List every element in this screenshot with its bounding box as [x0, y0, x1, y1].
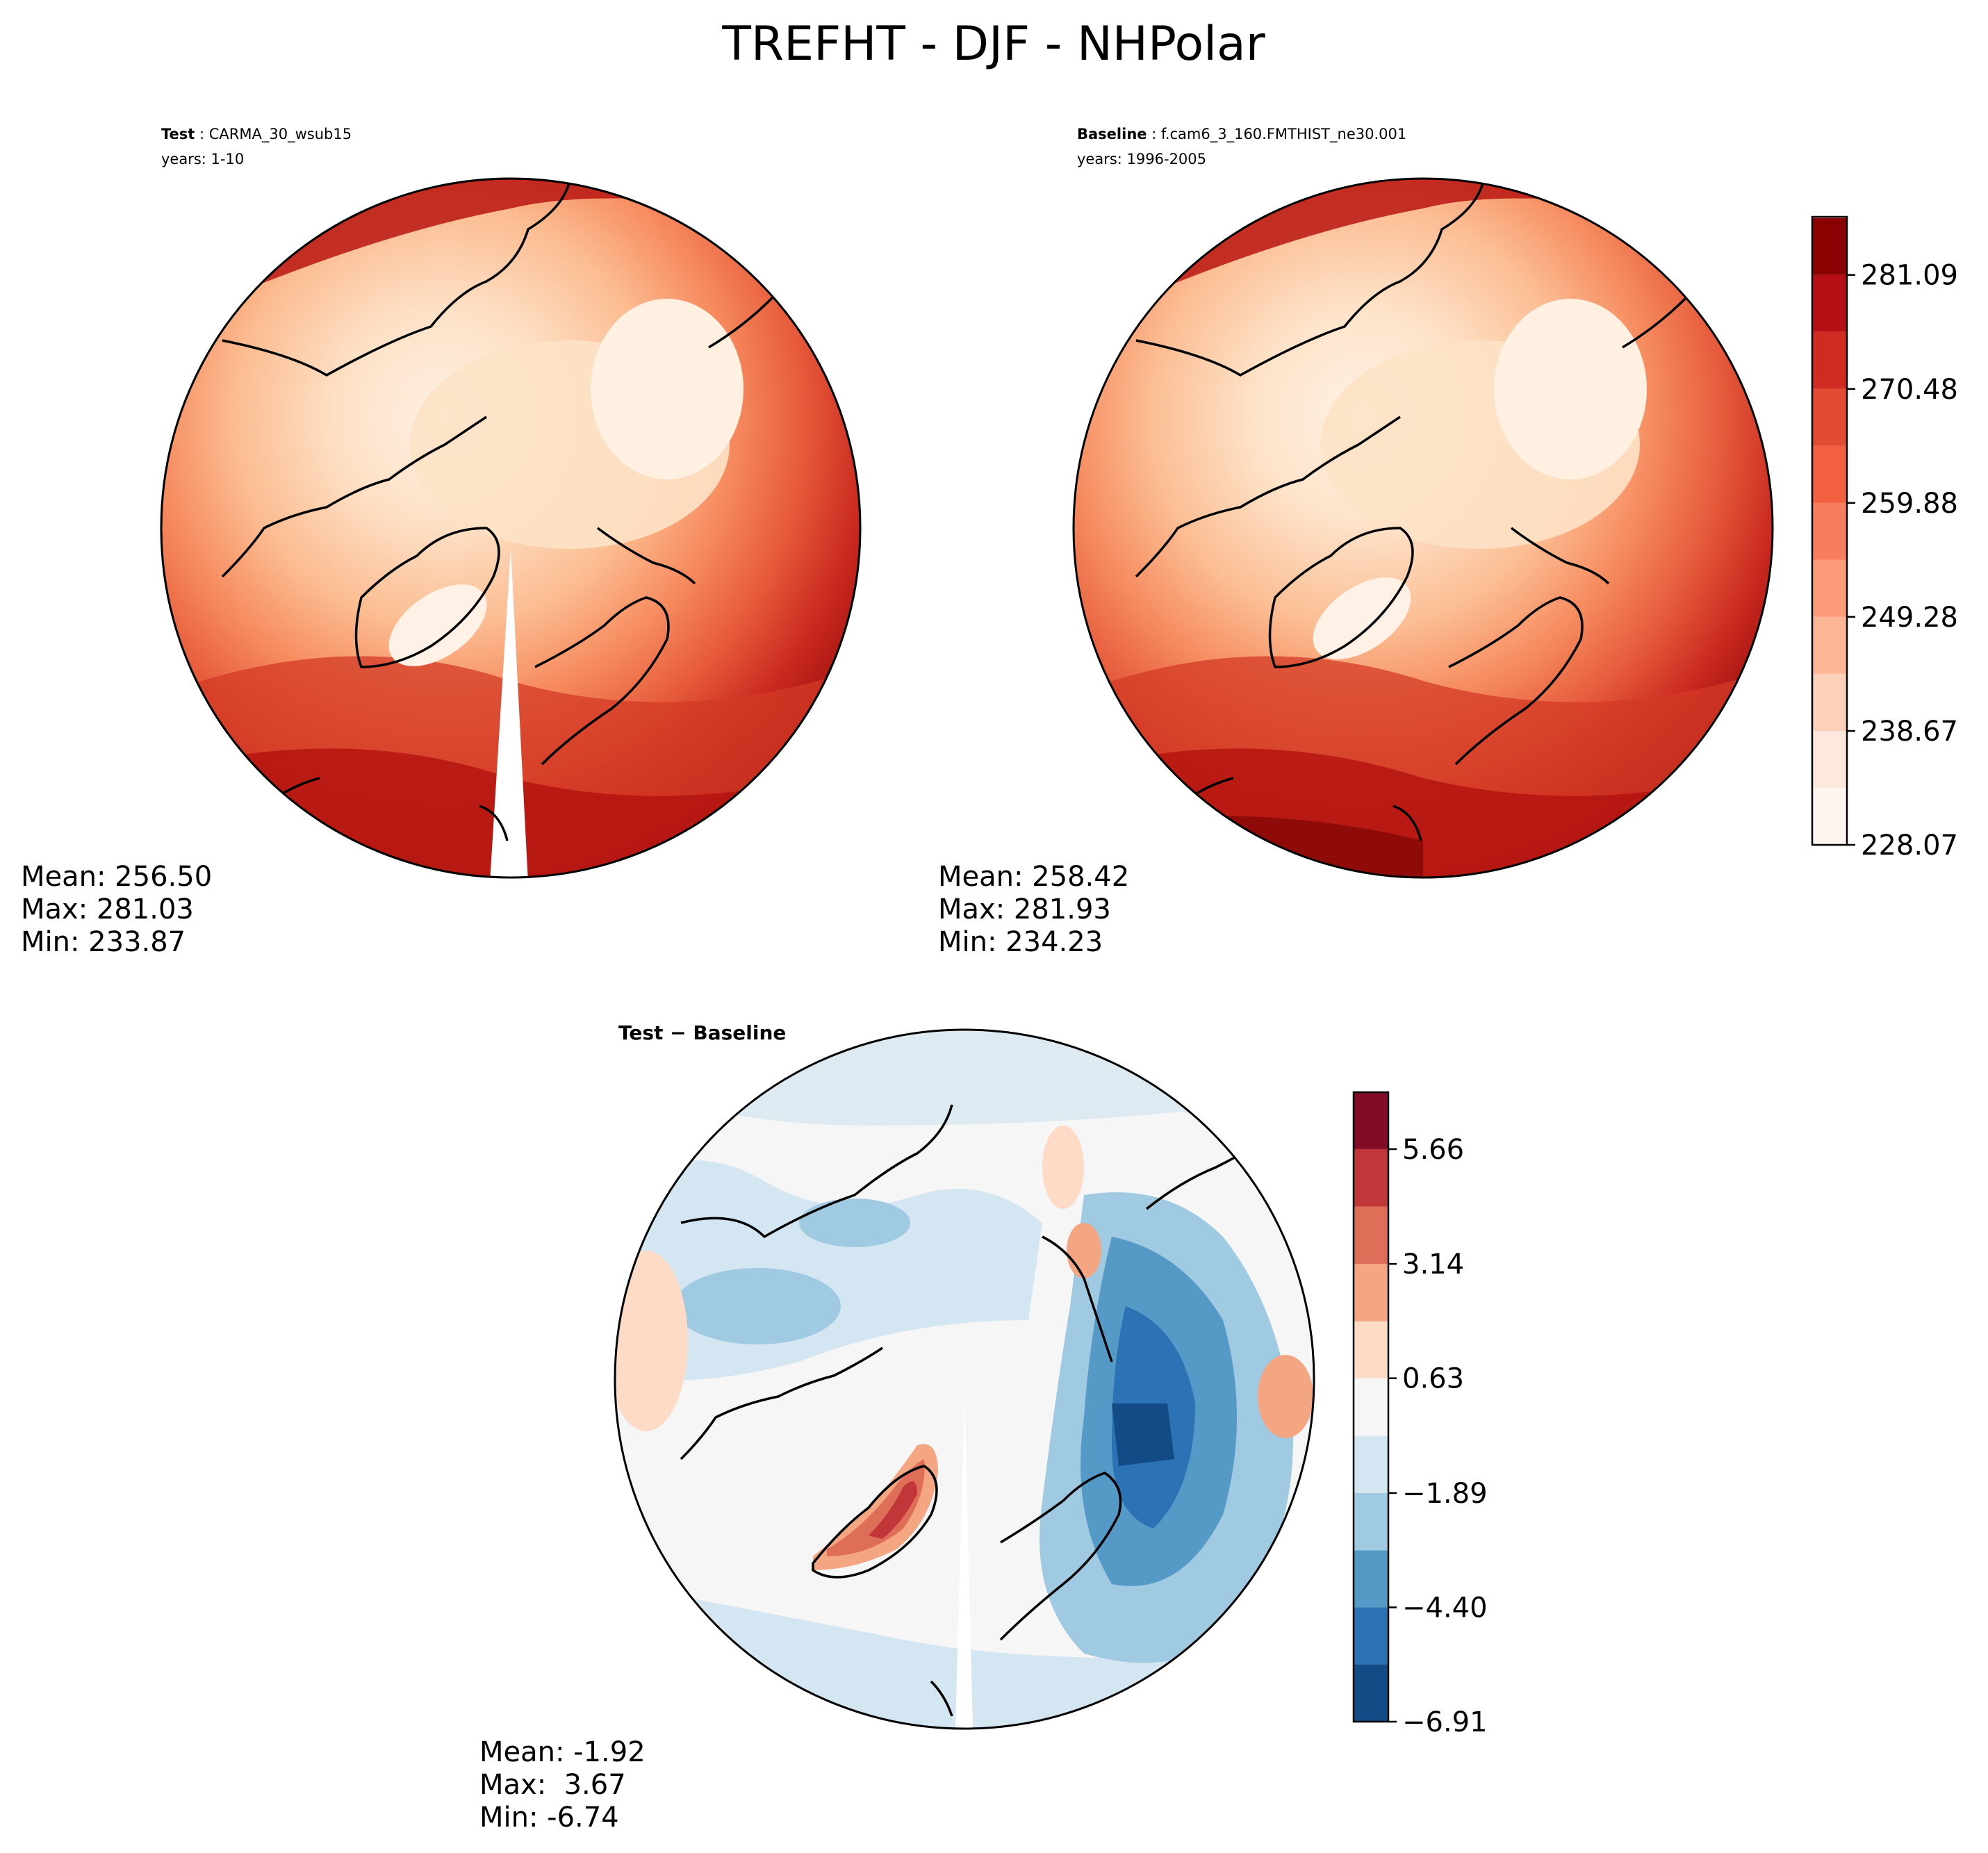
difference-colorbar-band: [1354, 1664, 1388, 1722]
temperature-colorbar-tick-label: 228.07: [1861, 830, 1958, 862]
test-min: Min: 233.87: [21, 926, 186, 958]
difference-colorbar-band: [1354, 1148, 1388, 1207]
test-colon: :: [195, 126, 208, 142]
difference-colorbar-band: [1354, 1206, 1388, 1265]
test-max: Max: 281.03: [21, 893, 194, 925]
difference-colorbar-band: [1354, 1321, 1388, 1378]
difference-mean: Mean: -1.92: [479, 1736, 646, 1768]
difference-colorbar-band: [1354, 1264, 1388, 1321]
test-mean: Mean: 256.50: [21, 861, 212, 893]
difference-colorbar-band: [1354, 1492, 1388, 1551]
difference-colorbar-tick-label: −1.89: [1402, 1478, 1488, 1510]
difference-colorbar-band: [1354, 1607, 1388, 1665]
temperature-colorbar-band: [1812, 388, 1847, 446]
baseline-panel: Baseline : f.cam6_3_160.FMTHIST_ne30.001…: [938, 126, 1774, 958]
temperature-colorbar-band: [1812, 217, 1847, 275]
difference-colorbar-band: [1354, 1092, 1388, 1149]
difference-colorbar-band: [1354, 1435, 1388, 1493]
temperature-colorbar-band: [1812, 788, 1847, 845]
temperature-colorbar-band: [1812, 502, 1847, 560]
test-label: Test: [161, 126, 195, 142]
difference-title: Test − Baseline: [618, 1021, 786, 1044]
test-years: years: 1-10: [161, 151, 244, 167]
difference-min: Min: -6.74: [479, 1802, 619, 1834]
difference-map: [615, 1030, 1314, 1729]
baseline-map-boundary: [1072, 177, 1774, 879]
baseline-map: [1074, 179, 1773, 878]
temperature-colorbar: 228.07 238.67 249.28 259.88 270.48 281.09: [1811, 215, 1958, 862]
baseline-colon: :: [1147, 126, 1161, 142]
difference-colorbar-band: [1354, 1378, 1388, 1436]
baseline-case: f.cam6_3_160.FMTHIST_ne30.001: [1161, 126, 1406, 143]
difference-colorbar-tick-label: −4.40: [1402, 1592, 1488, 1624]
baseline-years: years: 1996-2005: [1077, 151, 1206, 167]
test-case: CARMA_30_wsub15: [209, 126, 352, 143]
difference-colorbar-frame: [1352, 1091, 1390, 1723]
difference-map-boundary: [614, 1028, 1315, 1730]
svg-text:Test : CARMA_30_wsub15: Test : CARMA_30_wsub15: [161, 126, 352, 143]
temperature-colorbar-band: [1812, 274, 1847, 332]
svg-text:Baseline : f.cam6_3_160.FMTHIS: Baseline : f.cam6_3_160.FMTHIST_ne30.001: [1077, 126, 1406, 143]
temperature-colorbar-tick-label: 259.88: [1861, 488, 1958, 520]
temperature-colorbar-band: [1812, 616, 1847, 674]
temperature-colorbar-band: [1812, 445, 1847, 503]
test-panel: Test : CARMA_30_wsub15 years: 1-10: [21, 126, 862, 958]
temperature-colorbar-band: [1812, 731, 1847, 789]
baseline-label: Baseline: [1077, 126, 1147, 142]
difference-colorbar: −6.91 −4.40 −1.89 0.63 3.14 5.66: [1352, 1091, 1488, 1738]
temperature-colorbar-band: [1812, 673, 1847, 732]
difference-colorbar-tick-label: −6.91: [1402, 1706, 1488, 1738]
difference-colorbar-tick-label: 5.66: [1402, 1134, 1464, 1166]
test-map-boundary: [160, 177, 862, 879]
temperature-colorbar-tick-label: 270.48: [1861, 374, 1958, 406]
temperature-colorbar-tick-label: 249.28: [1861, 602, 1958, 634]
temperature-colorbar-tick-label: 238.67: [1861, 716, 1958, 748]
temperature-colorbar-frame: [1811, 215, 1848, 846]
difference-max: Max: 3.67: [479, 1769, 626, 1801]
temperature-colorbar-band: [1812, 331, 1847, 389]
difference-colorbar-tick-label: 3.14: [1402, 1249, 1464, 1280]
baseline-max: Max: 281.93: [938, 893, 1111, 925]
baseline-min: Min: 234.23: [938, 926, 1103, 958]
temperature-colorbar-band: [1812, 559, 1847, 617]
difference-coastlines: [680, 1104, 1265, 1717]
temperature-colorbar-tick-label: 281.09: [1861, 260, 1958, 292]
figure-title: TREFHT - DJF - NHPolar: [721, 17, 1265, 72]
baseline-mean: Mean: 258.42: [938, 861, 1129, 893]
difference-colorbar-band: [1354, 1550, 1388, 1608]
difference-panel: Test − Baseline: [479, 1021, 1315, 1834]
difference-colorbar-tick-label: 0.63: [1402, 1363, 1464, 1395]
